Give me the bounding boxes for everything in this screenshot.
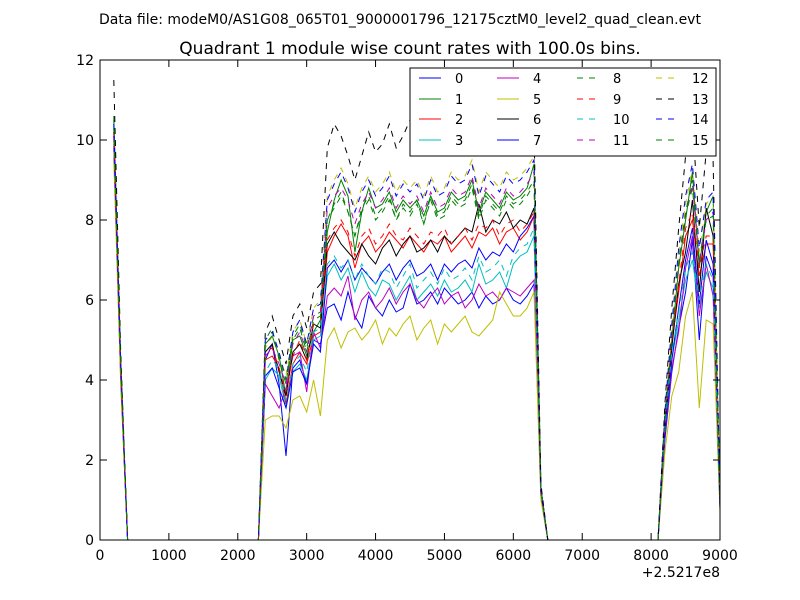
x-tick-label: 6000 [496,548,532,564]
x-tick-label: 9000 [702,548,738,564]
y-tick-label: 12 [76,53,94,69]
y-tick-label: 0 [85,533,94,549]
y-tick-label: 8 [85,213,94,229]
legend-label-6: 6 [533,113,541,128]
legend-label-11: 11 [613,134,630,149]
legend-label-10: 10 [613,113,630,128]
series-line-1 [113,115,721,541]
series-line-9 [113,131,721,541]
x-tick-label: 8000 [633,548,669,564]
y-tick-label: 4 [85,373,94,389]
y-tick-label: 10 [76,133,94,149]
legend-label-15: 15 [692,134,709,149]
legend-label-9: 9 [613,93,621,108]
legend-label-0: 0 [455,72,463,87]
x-tick-label: 3000 [289,548,325,564]
legend-box [409,67,717,157]
x-tick-label: 4000 [358,548,394,564]
chart-title: Quadrant 1 module wise count rates with … [179,39,640,59]
y-tick-label: 2 [85,453,94,469]
series-line-15 [113,127,721,541]
legend-label-3: 3 [455,134,463,149]
series-line-10 [113,123,721,541]
legend-label-13: 13 [692,93,709,108]
series-line-11 [113,135,721,541]
x-tick-label: 5000 [427,548,463,564]
legend-label-1: 1 [455,93,463,108]
legend-label-2: 2 [455,113,463,128]
legend-label-8: 8 [613,72,621,87]
legend-label-12: 12 [692,72,709,87]
series-line-6 [113,131,721,541]
ticks-layer: 0 1000 2000 3000 4000 5000 6000 7000 8000 9000 0 2 4… [76,53,738,564]
plot-frame [99,59,721,541]
x-tick-label: 2000 [220,548,256,564]
x-tick-label: 0 [96,548,105,564]
series-line-8 [113,119,721,541]
series-line-5 [113,159,721,541]
chart-suptitle: Data file: modeM0/AS1G08_065T01_90000017… [99,12,701,28]
legend-label-14: 14 [692,113,709,128]
x-tick-label: 1000 [151,548,187,564]
y-tick-label: 6 [85,293,94,309]
x-offset-label: +2.5217e8 [642,565,720,581]
legend-label-7: 7 [533,134,541,149]
legend-label-5: 5 [533,93,541,108]
series-line-0 [113,147,721,541]
legend-label-4: 4 [533,72,541,87]
series-line-3 [113,127,721,541]
x-tick-label: 7000 [564,548,600,564]
series-line-14 [113,123,721,541]
